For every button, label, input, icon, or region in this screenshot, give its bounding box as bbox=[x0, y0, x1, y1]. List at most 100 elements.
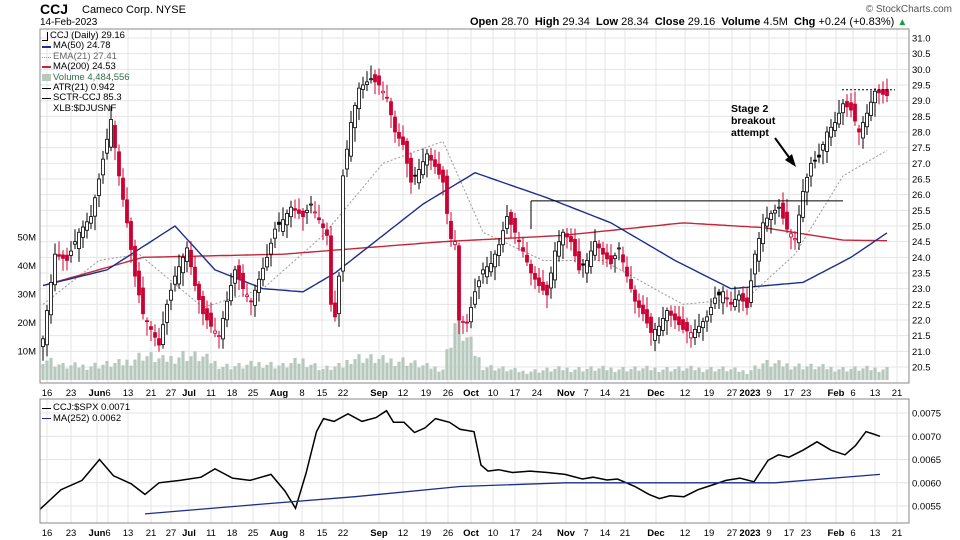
date-axis-top: 16 23 Jun 6 13 21 27 Jul 11 18 25 Aug 8 15 22 Sep 12 19 26… bbox=[42, 388, 903, 399]
volume-bar bbox=[793, 366, 797, 380]
volume-bar bbox=[761, 363, 765, 380]
candle-body bbox=[413, 174, 417, 177]
candle-body bbox=[249, 300, 253, 303]
volume-bar bbox=[617, 369, 621, 380]
volume-bar bbox=[857, 370, 861, 380]
volume-bar bbox=[541, 370, 545, 380]
candle-body bbox=[157, 338, 161, 346]
candle-body bbox=[325, 229, 329, 236]
volume-bar bbox=[441, 369, 445, 380]
volume-bar bbox=[417, 367, 421, 380]
price-tick-label: 30.0 bbox=[912, 65, 931, 76]
line-swatch-icon bbox=[42, 66, 51, 69]
company-name: Cameco Corp. NYSE bbox=[82, 4, 186, 16]
date-tick-label: 2023 bbox=[739, 388, 760, 399]
volume-bar bbox=[253, 366, 257, 380]
candle-body bbox=[349, 122, 353, 157]
candle-body bbox=[301, 210, 305, 218]
volume-bar bbox=[457, 291, 461, 380]
candle-body bbox=[125, 199, 129, 224]
close-value: 29.16 bbox=[687, 16, 716, 28]
price-tick-label: 31.0 bbox=[912, 34, 931, 45]
legend-ma50: MA(50) 24.78 bbox=[42, 40, 130, 51]
volume-bar bbox=[633, 366, 637, 380]
volume-bar bbox=[385, 362, 389, 380]
price-tick-label: 24.5 bbox=[912, 237, 931, 248]
candle-body bbox=[345, 148, 349, 170]
volume-bar bbox=[145, 356, 149, 380]
candle-body bbox=[625, 266, 629, 277]
volume-tick-label: 40M bbox=[18, 261, 37, 272]
line-swatch-icon bbox=[42, 407, 51, 409]
date-tick-label: Jul bbox=[182, 528, 196, 539]
ohlc-summary: Open 28.70 High 29.34 Low 28.34 Close 29… bbox=[470, 16, 907, 28]
ma200-line bbox=[42, 222, 887, 287]
volume-bar bbox=[373, 362, 377, 380]
date-tick-label: 9 bbox=[766, 388, 771, 399]
candle-body bbox=[405, 140, 409, 164]
volume-bar bbox=[717, 368, 721, 380]
price-legend: CCJ (Daily) 29.16 MA(50) 24.78 EMA(21) 2… bbox=[42, 30, 130, 114]
volume-bar bbox=[157, 358, 161, 380]
stage2-annotation: Stage 2 breakout attempt bbox=[731, 103, 775, 139]
volume-bar bbox=[149, 352, 153, 380]
date-tick-label: 22 bbox=[338, 388, 349, 399]
candle-body bbox=[517, 239, 521, 243]
candle-body bbox=[337, 275, 341, 315]
candle-body bbox=[773, 209, 777, 214]
candles bbox=[41, 65, 889, 361]
price-tick-label: 26.5 bbox=[912, 175, 931, 186]
candle-body bbox=[489, 263, 493, 273]
candle-body bbox=[637, 300, 641, 308]
date-tick-label: 21 bbox=[620, 388, 631, 399]
price-axis: 31.0 30.5 30.0 29.5 29.0 28.5 28.0 27.5 27.0 26.5… bbox=[912, 34, 931, 374]
volume-bar bbox=[645, 365, 649, 380]
volume-bar bbox=[101, 364, 105, 380]
volume-bar bbox=[865, 365, 869, 380]
volume-bar bbox=[849, 368, 853, 380]
candle-body bbox=[669, 310, 673, 316]
date-tick-label: 19 bbox=[704, 388, 715, 399]
date-tick-label: Sep bbox=[370, 388, 388, 399]
candle-body bbox=[605, 252, 609, 260]
price-tick-label: 20.5 bbox=[912, 363, 931, 374]
candle-body bbox=[41, 338, 45, 348]
volume-bar bbox=[429, 368, 433, 380]
up-arrow-icon: ▲ bbox=[897, 17, 908, 28]
volume-bar bbox=[393, 366, 397, 380]
candle-body bbox=[121, 177, 125, 200]
candle-body bbox=[553, 250, 557, 281]
date-tick-label: Feb bbox=[828, 528, 845, 539]
volume-value: 4.5M bbox=[763, 16, 788, 28]
volume-bar bbox=[777, 360, 781, 380]
price-tick-label: 28.0 bbox=[912, 128, 931, 139]
candle-body bbox=[117, 151, 121, 177]
candle-body bbox=[785, 211, 789, 230]
volume-bar bbox=[573, 369, 577, 380]
candle-body bbox=[297, 209, 301, 214]
date-tick-label: Nov bbox=[557, 388, 576, 399]
price-tick-label: 27.5 bbox=[912, 143, 931, 154]
date-tick-label: 13 bbox=[870, 388, 881, 399]
candle-body bbox=[205, 308, 209, 321]
candle-body bbox=[293, 208, 297, 211]
volume-bar bbox=[817, 366, 821, 380]
candle-body bbox=[449, 220, 453, 239]
candle-body bbox=[797, 214, 801, 244]
volume-bar bbox=[113, 363, 117, 380]
volume-tick-label: 30M bbox=[18, 290, 37, 301]
candle-body bbox=[869, 101, 873, 116]
candle-body bbox=[237, 265, 241, 280]
volume-bar bbox=[161, 355, 165, 380]
price-tick-label: 23.5 bbox=[912, 269, 931, 280]
legend-ma252: MA(252) 0.0062 bbox=[42, 413, 130, 425]
candle-body bbox=[493, 253, 497, 268]
date-tick-label: 6 bbox=[105, 388, 110, 399]
date-tick-label: Feb bbox=[828, 388, 845, 399]
volume-bar bbox=[509, 369, 513, 380]
volume-bar bbox=[69, 365, 73, 380]
candle-body bbox=[149, 326, 153, 330]
candle-body bbox=[385, 96, 389, 99]
date-tick-label: Aug bbox=[270, 528, 289, 539]
price-tick-label: 24.0 bbox=[912, 253, 931, 264]
